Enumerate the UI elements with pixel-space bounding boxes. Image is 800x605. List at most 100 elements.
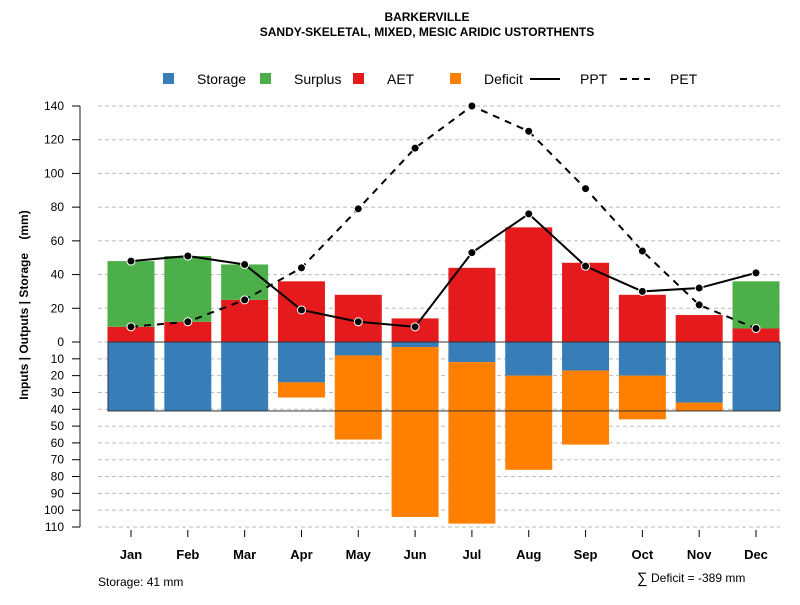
y-tick-label: 110 [45,520,64,534]
x-tick-label-may: May [346,547,372,562]
x-tick-label-mar: Mar [233,547,256,562]
legend-label-ppt: PPT [580,71,608,87]
bar-storage-mar [221,342,269,411]
ppt-point-jun [410,322,420,332]
lines [126,101,761,334]
y-tick-label: 100 [44,166,64,180]
y-tick-label: 10 [51,352,65,366]
y-tick-label: 20 [51,369,65,383]
y-tick-label: 100 [44,503,64,517]
x-tick-label-jun: Jun [404,547,427,562]
ppt-point-sep [581,261,591,271]
pet-point-sep [581,184,591,194]
legend-label-deficit: Deficit [484,71,523,87]
y-tick-label: 0 [57,335,64,349]
y-tick-label: 120 [44,133,64,147]
pet-point-jul [467,101,477,111]
bar-aet-aug [505,227,553,342]
pet-point-jun [410,143,420,153]
bar-deficit-oct [618,375,666,420]
bar-storage-dec [732,342,780,411]
pet-point-nov [694,300,704,310]
pet-point-apr [296,263,306,273]
storage-capacity-box [107,341,781,412]
ppt-point-aug [524,209,534,219]
footer-deficit: Deficit = -389 mm [651,571,745,585]
y-tick-label: 60 [51,234,65,248]
bar-aet-dec [732,328,780,342]
ppt-point-dec [751,268,761,278]
pet-point-feb [183,317,193,327]
footer-storage: Storage: 41 mm [98,575,183,589]
y-tick-label: 70 [51,453,65,467]
sigma-icon: ∑ [637,570,648,587]
y-tick-label: 30 [51,385,65,399]
bar-storage-feb [164,342,212,411]
bar-storage-oct [618,342,666,376]
bar-aet-sep [562,262,610,342]
legend-label-storage: Storage [197,71,246,87]
x-tick-label-jul: Jul [463,547,482,562]
y-axis-label: Inputs | Outputs | Storage (mm) [17,210,31,399]
x-tick-label-jan: Jan [120,547,142,562]
y-tick-label: 20 [51,301,65,315]
bar-storage-apr [277,342,325,383]
bar-storage-nov [675,342,723,403]
ppt-point-apr [296,305,306,315]
x-tick-label-nov: Nov [687,547,712,562]
bar-storage-jan [107,342,155,411]
pet-point-oct [637,246,647,256]
y-tick-label: 60 [51,436,65,450]
chart-subtitle: SANDY-SKELETAL, MIXED, MESIC ARIDIC USTO… [260,25,594,39]
legend-swatch-deficit [450,73,461,84]
legend: Storage Surplus AET Deficit PPT PET [163,71,698,87]
pet-point-mar [240,295,250,305]
x-tick-label-aug: Aug [516,547,541,562]
bar-aet-nov [675,315,723,342]
pet-point-dec [751,324,761,334]
bar-deficit-nov [675,402,723,411]
bars [107,227,781,524]
bar-deficit-apr [277,382,325,398]
bar-surplus-jan [107,261,155,327]
pet-point-may [353,204,363,214]
legend-swatch-surplus [260,73,271,84]
ppt-point-may [353,317,363,327]
bar-aet-jul [448,267,496,342]
axes: 0 20 40 60 80 100 120 140 10 20 30 40 50 60 70 80 90 100 1… [44,99,768,562]
ppt-point-nov [694,283,704,293]
y-tick-label: 80 [51,200,65,214]
ppt-point-jan [126,256,136,266]
bar-surplus-mar [221,264,269,300]
pet-point-aug [524,126,534,136]
ppt-point-mar [240,259,250,269]
grid-lines [98,105,780,528]
x-tick-label-oct: Oct [632,547,654,562]
bar-aet-jan [107,326,155,342]
ppt-point-feb [183,251,193,261]
bar-deficit-may [334,355,382,440]
legend-swatch-storage [163,73,174,84]
legend-swatch-aet [353,73,364,84]
bar-storage-sep [562,342,610,371]
bar-aet-oct [618,294,666,342]
bar-deficit-aug [505,375,553,470]
x-tick-label-sep: Sep [574,547,598,562]
y-tick-label: 80 [51,470,65,484]
ppt-line [130,212,757,328]
x-tick-label-dec: Dec [744,547,768,562]
ppt-point-jul [467,248,477,258]
bar-storage-may [334,342,382,356]
y-tick-label: 50 [51,419,65,433]
bar-storage-jul [448,342,496,363]
legend-label-surplus: Surplus [294,71,341,87]
bar-aet-feb [164,321,212,342]
bar-surplus-dec [732,281,780,329]
x-tick-label-apr: Apr [290,547,312,562]
bar-surplus-feb [164,256,212,322]
bar-aet-mar [221,299,269,342]
y-tick-label: 140 [44,99,64,113]
ppt-point-oct [637,286,647,296]
legend-label-pet: PET [670,71,698,87]
